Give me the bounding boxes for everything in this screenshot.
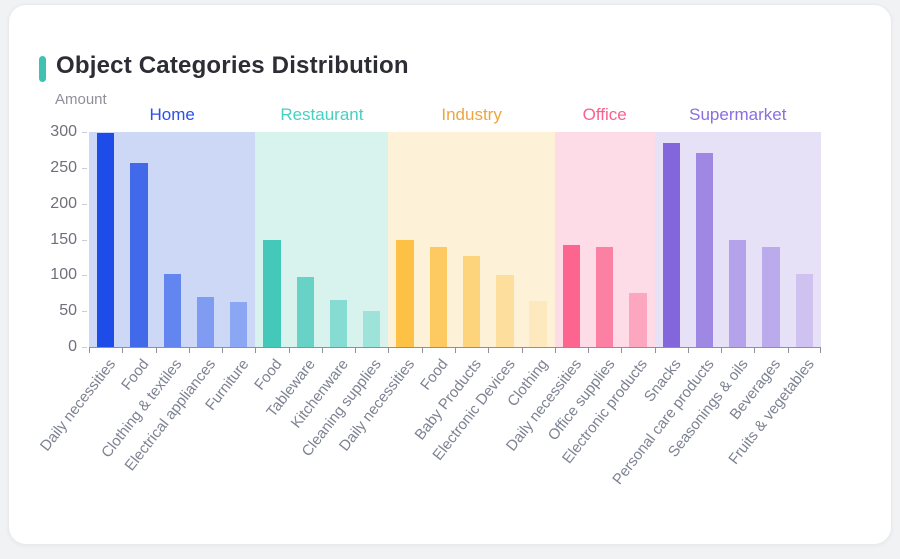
group-label-office: Office <box>582 105 627 124</box>
y-axis-tick-mark <box>82 132 87 133</box>
bar-slot <box>754 132 787 347</box>
x-axis-tick-mark <box>321 348 323 353</box>
bar-supermarket-fruits-and-vegetables[interactable] <box>795 273 813 347</box>
chart-plot-area: Home Restaurant Industry Office Supermarket <box>89 105 821 348</box>
y-axis-tick-label: 250 <box>50 158 77 176</box>
bar-slot <box>156 132 189 347</box>
x-axis-tick-mark <box>222 348 224 353</box>
x-axis-tick-mark <box>421 348 423 353</box>
x-axis-ticks <box>89 348 821 354</box>
bar-industry-food[interactable] <box>429 247 447 347</box>
bar-home-electrical-appliances[interactable] <box>196 296 215 347</box>
x-axis-tick-mark <box>188 348 190 353</box>
bar-slot <box>488 132 521 347</box>
x-axis-tick-mark <box>122 348 124 353</box>
y-axis-tick-mark <box>82 275 87 277</box>
bar-slot <box>255 132 288 347</box>
y-axis-tick-label: 300 <box>50 123 77 140</box>
bar-slot <box>788 132 821 347</box>
x-axis-tick-mark <box>89 348 90 353</box>
bar-office-office-supplies[interactable] <box>596 247 614 347</box>
x-axis-tick-mark <box>754 348 756 353</box>
x-axis-tick-mark <box>588 348 590 353</box>
group-label-home: Home <box>149 105 195 124</box>
group-label-industry: Industry <box>441 105 502 124</box>
bar-industry-baby-products[interactable] <box>462 255 481 347</box>
x-axis-tick-mark <box>687 348 689 353</box>
bar-slot <box>89 132 122 347</box>
y-axis-tick-label: 0 <box>68 338 77 355</box>
bar-slot <box>555 132 588 347</box>
bar-slot <box>588 132 621 347</box>
group-label-restaurant: Restaurant <box>280 105 364 124</box>
x-axis-tick-mark <box>455 348 456 353</box>
bar-industry-clothing[interactable] <box>529 301 547 347</box>
x-axis-tick-mark <box>155 348 157 353</box>
bar-home-clothing-and-textiles[interactable] <box>163 273 181 347</box>
x-axis-tick-mark <box>255 348 257 353</box>
x-axis-tick-mark <box>787 348 789 353</box>
bar-slot <box>655 132 688 347</box>
group-label-supermarket: Supermarket <box>689 105 787 124</box>
y-axis-tick-label: 150 <box>50 230 77 248</box>
page-title: Object Categories Distribution <box>56 52 409 79</box>
bar-restaurant-food[interactable] <box>263 240 281 347</box>
y-axis-tick-mark <box>82 203 87 205</box>
bar-home-furniture[interactable] <box>230 301 248 347</box>
y-axis-tick-label: 100 <box>50 266 77 284</box>
bar-restaurant-cleaning-supplies[interactable] <box>363 311 381 347</box>
bar-supermarket-snacks[interactable] <box>662 142 680 347</box>
bar-industry-electronic-devices[interactable] <box>496 275 514 347</box>
y-axis-tick-label: 200 <box>50 194 77 212</box>
group-band-restaurant: Restaurant <box>255 105 389 347</box>
x-axis-tick-mark <box>355 348 357 353</box>
x-axis-tick-mark <box>721 348 723 353</box>
bar-slot <box>621 132 654 347</box>
title-accent-bar <box>39 56 46 82</box>
bar-slot <box>355 132 388 347</box>
bar-slot <box>522 132 555 347</box>
bar-slot <box>388 132 421 347</box>
x-axis-tick-mark <box>820 348 821 353</box>
bar-slot <box>222 132 255 347</box>
x-axis-tick-mark <box>521 348 523 353</box>
bar-slot <box>122 132 155 347</box>
bar-slot <box>721 132 754 347</box>
bar-industry-daily-necessities[interactable] <box>396 239 414 347</box>
bar-office-electronic-products[interactable] <box>629 293 647 347</box>
y-axis-tick-mark <box>82 167 87 169</box>
bar-slot <box>322 132 355 347</box>
y-axis-tick-label: 50 <box>59 302 77 320</box>
x-axis-tick-mark <box>388 348 390 353</box>
bar-slot <box>289 132 322 347</box>
y-axis-tick-mark <box>82 347 87 348</box>
bar-supermarket-personal-care-products[interactable] <box>695 152 714 347</box>
y-axis-tick-mark <box>82 239 87 241</box>
x-axis-tick-mark <box>621 348 623 353</box>
group-band-home: Home <box>89 105 256 347</box>
chart-card: Object Categories Distribution Amount 0 5… <box>8 4 892 545</box>
group-band-office: Office <box>554 105 655 347</box>
bar-slot <box>688 132 721 347</box>
bar-slot <box>455 132 488 347</box>
bar-restaurant-kitchenware[interactable] <box>329 300 348 347</box>
bar-home-food[interactable] <box>130 162 148 347</box>
x-axis-tick-mark <box>488 348 490 353</box>
y-axis-tick-mark <box>82 311 87 313</box>
bar-restaurant-tableware[interactable] <box>296 277 314 347</box>
bar-home-daily-necessities[interactable] <box>96 133 115 347</box>
group-band-industry: Industry <box>388 105 555 347</box>
bar-supermarket-beverages[interactable] <box>762 246 780 347</box>
bar-supermarket-seasonings-and-oils[interactable] <box>729 240 747 347</box>
bar-slot <box>422 132 455 347</box>
y-axis-title: Amount <box>55 91 107 108</box>
x-axis-tick-mark <box>288 348 290 353</box>
group-band-supermarket: Supermarket <box>654 105 821 347</box>
x-axis-tick-mark <box>554 348 556 353</box>
bar-office-daily-necessities[interactable] <box>562 244 581 347</box>
bar-slot <box>189 132 222 347</box>
x-axis-tick-mark <box>654 348 656 353</box>
